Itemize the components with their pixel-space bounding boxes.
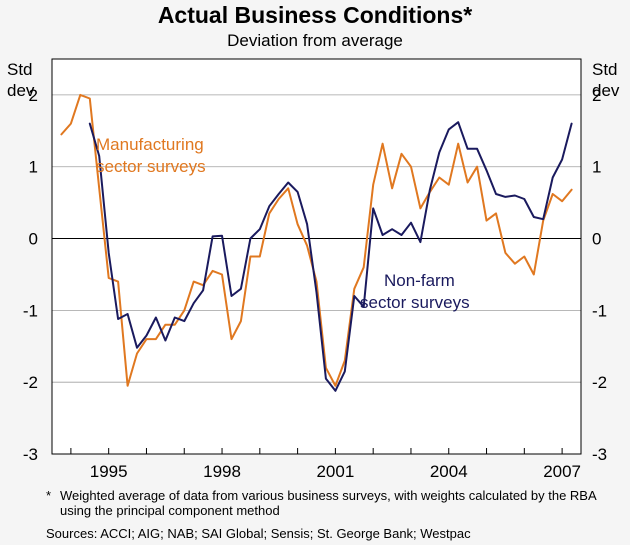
y-tick-label-left: 2 bbox=[29, 86, 38, 105]
chart-title: Actual Business Conditions* bbox=[157, 2, 473, 28]
right-axis-unit-line2: dev bbox=[592, 81, 620, 100]
footnote: * Weighted average of data from various … bbox=[46, 488, 626, 518]
y-tick-label-right: 1 bbox=[592, 158, 601, 177]
x-tick-label: 1998 bbox=[203, 462, 241, 481]
plot-frame bbox=[51, 58, 582, 455]
left-axis-unit-line2: dev bbox=[7, 81, 35, 100]
y-tick-label-left: -3 bbox=[23, 445, 38, 464]
x-tick-label: 2004 bbox=[430, 462, 468, 481]
footnote-text: Weighted average of data from various bu… bbox=[60, 488, 596, 518]
nonfarm-series-line bbox=[88, 121, 573, 392]
x-tick-label: 2001 bbox=[316, 462, 354, 481]
y-tick-label-right: 2 bbox=[592, 86, 601, 105]
y-tick-label-right: -3 bbox=[592, 445, 607, 464]
x-tick-label: 2007 bbox=[543, 462, 581, 481]
manufacturing-series-line bbox=[60, 93, 573, 387]
nonfarm-series-label-line1: Non-farm bbox=[384, 271, 455, 290]
y-tick-label-left: -1 bbox=[23, 301, 38, 320]
y-tick-label-left: 1 bbox=[29, 158, 38, 177]
y-tick-label-right: -1 bbox=[592, 301, 607, 320]
y-tick-label-right: -2 bbox=[592, 373, 607, 392]
chart-subtitle: Deviation from average bbox=[227, 31, 403, 50]
sources-note: Sources: ACCI; AIG; NAB; SAI Global; Sen… bbox=[46, 526, 471, 541]
y-tick-label-left: -2 bbox=[23, 373, 38, 392]
nonfarm-series-label-line2: sector surveys bbox=[360, 293, 470, 312]
x-tick-label: 1995 bbox=[90, 462, 128, 481]
manufacturing-series-label-line1: Manufacturing bbox=[96, 135, 204, 154]
plot-area bbox=[52, 59, 581, 454]
left-axis-unit-line1: Std bbox=[7, 60, 33, 79]
footnote-mark: * bbox=[46, 488, 52, 503]
right-axis-unit-line1: Std bbox=[592, 60, 618, 79]
manufacturing-series-label-line2: sector surveys bbox=[96, 157, 206, 176]
y-tick-label-left: 0 bbox=[29, 230, 38, 249]
y-tick-label-right: 0 bbox=[592, 230, 601, 249]
